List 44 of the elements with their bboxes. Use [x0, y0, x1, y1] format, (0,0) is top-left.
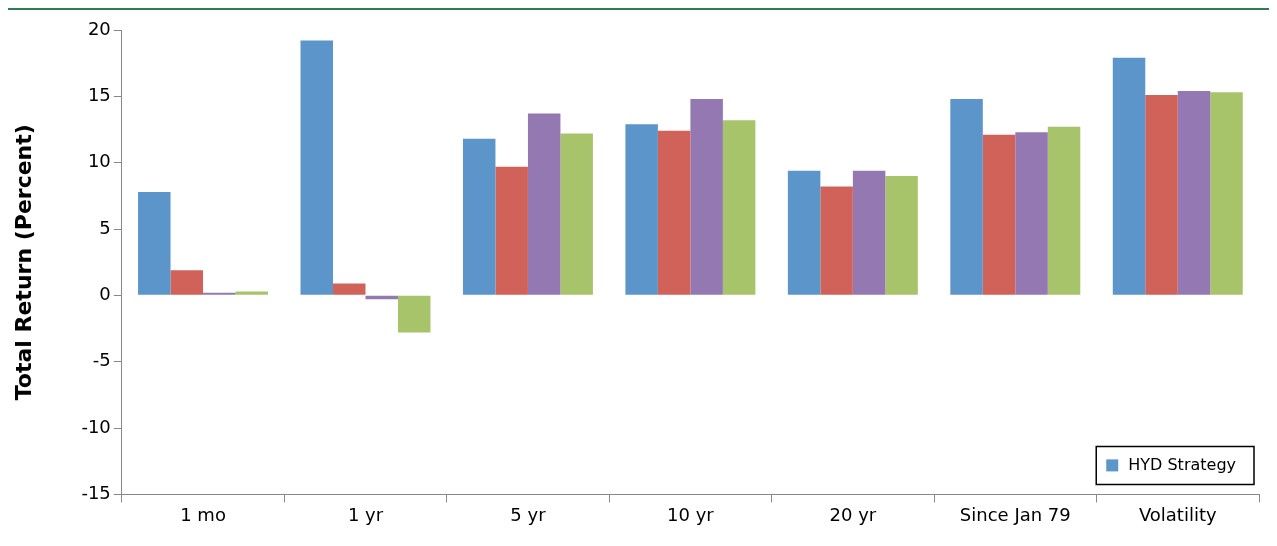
- y-tick-label: 20: [87, 17, 111, 39]
- y-tick-label: -5: [92, 349, 111, 371]
- y-tick-label: 5: [99, 216, 111, 238]
- bar: [787, 170, 821, 295]
- y-tick-label: -15: [81, 482, 111, 504]
- bar: [852, 170, 886, 295]
- y-tick-label: -10: [81, 415, 111, 437]
- x-tick-label: Volatility: [1138, 503, 1217, 525]
- bar: [332, 283, 366, 295]
- bar: [397, 295, 431, 333]
- bar: [203, 292, 236, 295]
- bar: [982, 134, 1016, 295]
- bar: [950, 99, 983, 295]
- bar: [885, 175, 918, 295]
- bar: [657, 130, 691, 295]
- bar: [820, 186, 853, 295]
- bar: [1047, 126, 1081, 295]
- x-tick-label: 1 mo: [180, 503, 226, 525]
- x-tick-label: 1 yr: [347, 503, 384, 525]
- bar: [1112, 57, 1146, 295]
- x-tick-label: 10 yr: [667, 503, 715, 525]
- y-tick-label: 10: [87, 150, 111, 172]
- bar: [495, 166, 528, 295]
- bar: [138, 191, 171, 295]
- bar: [462, 138, 496, 295]
- bar: [690, 99, 723, 295]
- bar: [1145, 95, 1178, 295]
- bar: [1210, 92, 1243, 295]
- bar: [527, 113, 561, 295]
- bar: [560, 133, 593, 295]
- y-tick-label: 0: [99, 283, 111, 305]
- bar: [300, 40, 333, 295]
- x-tick-label: 5 yr: [510, 503, 547, 525]
- legend-label: HYD Strategy: [1128, 454, 1236, 474]
- bar: [170, 270, 204, 295]
- x-tick-label: 20 yr: [829, 503, 877, 525]
- x-tick-label: Since Jan 79: [959, 503, 1071, 525]
- bar: [1015, 132, 1048, 295]
- bar: [1177, 91, 1211, 295]
- y-axis-title: Total Return (Percent): [10, 124, 36, 401]
- bar: [235, 291, 269, 295]
- bar: [625, 124, 658, 295]
- y-tick-label: 15: [87, 84, 111, 106]
- bar: [722, 120, 756, 295]
